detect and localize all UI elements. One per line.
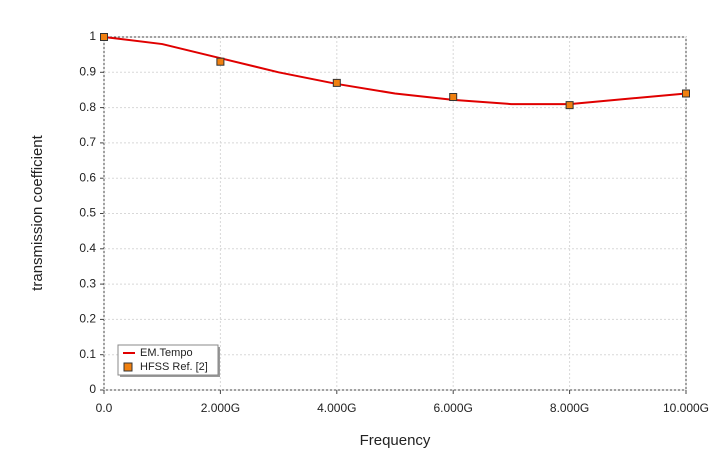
legend-box [117, 344, 219, 376]
legend-swatch [123, 362, 133, 372]
data-marker [332, 78, 341, 87]
y-tick-label: 0.6 [79, 170, 96, 184]
y-tick-label: 0.5 [79, 206, 96, 220]
y-tick-label: 0.2 [79, 312, 96, 326]
y-tick-label: 0.4 [79, 241, 96, 255]
legend-label: EM.Tempo [140, 347, 193, 359]
data-line [103, 36, 687, 106]
x-tick-label: 8.000G [550, 401, 589, 415]
x-axis-label: Frequency [360, 432, 431, 449]
y-tick-label: 0.8 [79, 100, 96, 114]
y-tick-label: 1 [89, 29, 96, 43]
y-tick-label: 0.3 [79, 276, 96, 290]
y-axis-label: transmission coefficient [29, 134, 46, 290]
x-tick-label: 2.000G [201, 401, 240, 415]
x-tick-label: 4.000G [317, 401, 356, 415]
data-marker [565, 101, 574, 110]
data-marker [449, 93, 458, 102]
legend-label: HFSS Ref. [2] [140, 361, 208, 373]
x-tick-label: 10.000G [663, 401, 709, 415]
x-tick-label: 6.000G [434, 401, 473, 415]
plot-frame [103, 36, 687, 391]
data-marker [216, 57, 225, 66]
data-marker [100, 33, 108, 41]
data-marker [682, 89, 690, 98]
y-tick-label: 0.7 [79, 135, 96, 149]
y-tick-label: 0.1 [79, 347, 96, 361]
y-tick-label: 0 [89, 382, 96, 396]
y-tick-label: 0.9 [79, 64, 96, 78]
x-tick-label: 0.0 [96, 401, 113, 415]
